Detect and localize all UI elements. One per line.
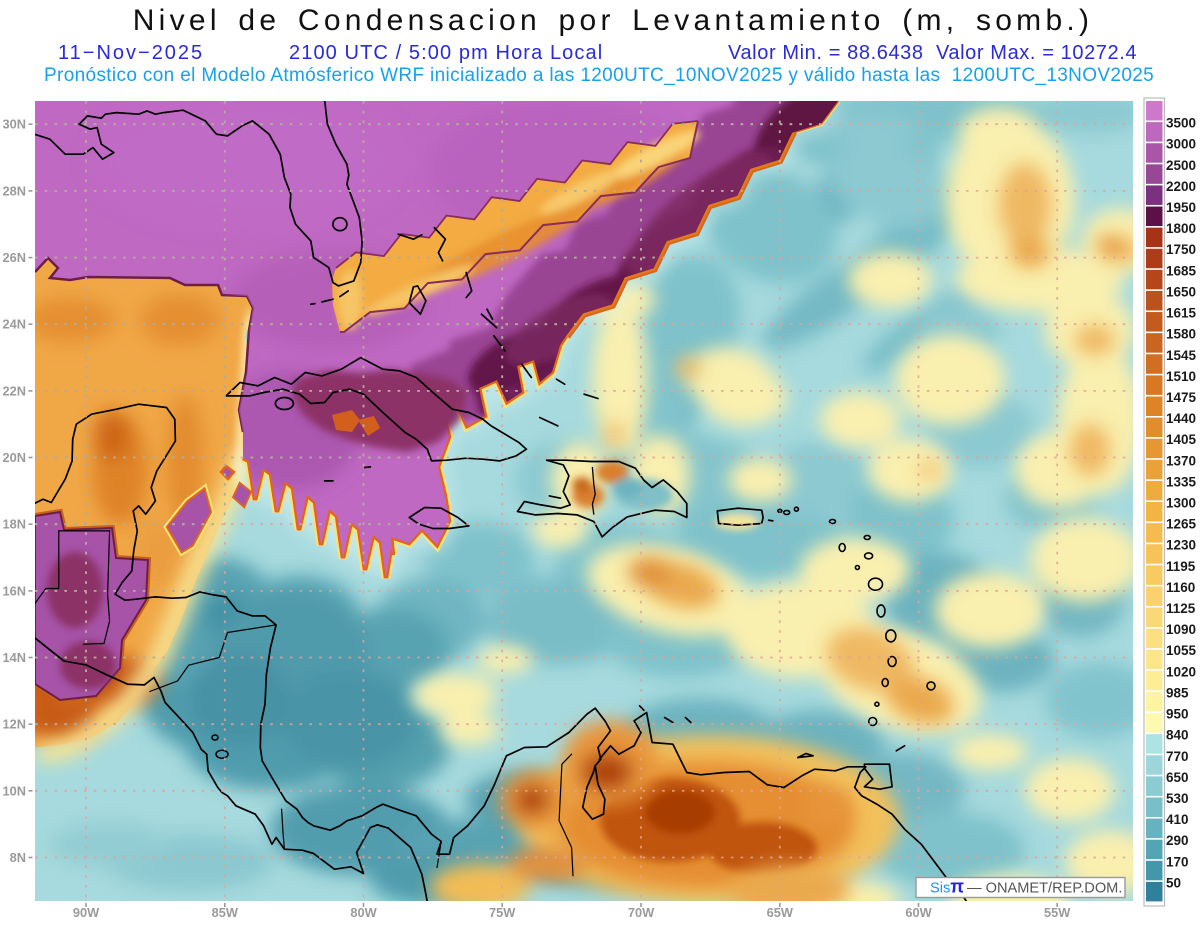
svg-text:90W: 90W: [73, 905, 100, 920]
svg-text:1265: 1265: [1166, 517, 1197, 532]
svg-text:290: 290: [1166, 833, 1189, 848]
svg-text:1545: 1545: [1166, 348, 1197, 363]
svg-text:530: 530: [1166, 791, 1189, 806]
svg-text:80W: 80W: [350, 905, 377, 920]
svg-text:985: 985: [1166, 685, 1189, 700]
svg-text:3000: 3000: [1166, 137, 1196, 152]
svg-text:55W: 55W: [1044, 905, 1071, 920]
svg-text:1125: 1125: [1166, 601, 1196, 616]
svg-text:1055: 1055: [1166, 643, 1197, 658]
svg-text:1160: 1160: [1166, 580, 1195, 595]
svg-text:28N: 28N: [3, 183, 26, 198]
svg-text:18N: 18N: [3, 517, 26, 532]
svg-text:10N: 10N: [3, 783, 26, 798]
svg-text:65W: 65W: [767, 905, 794, 920]
svg-text:8N: 8N: [10, 850, 26, 865]
svg-text:30N: 30N: [3, 117, 26, 132]
svg-text:1650: 1650: [1166, 284, 1196, 299]
svg-text:1615: 1615: [1166, 306, 1197, 321]
svg-text:1750: 1750: [1166, 242, 1196, 257]
svg-text:14N: 14N: [3, 650, 26, 665]
svg-text:1300: 1300: [1166, 496, 1196, 511]
svg-text:22N: 22N: [3, 383, 26, 398]
svg-text:1090: 1090: [1166, 622, 1196, 637]
svg-text:20N: 20N: [3, 450, 26, 465]
svg-text:770: 770: [1166, 749, 1189, 764]
svg-text:170: 170: [1166, 854, 1189, 869]
svg-text:1195: 1195: [1166, 559, 1196, 574]
svg-text:75W: 75W: [489, 905, 516, 920]
svg-text:1405: 1405: [1166, 432, 1197, 447]
svg-text:24N: 24N: [3, 317, 26, 332]
svg-text:1440: 1440: [1166, 411, 1196, 426]
svg-text:1685: 1685: [1166, 263, 1197, 278]
svg-text:1020: 1020: [1166, 664, 1196, 679]
svg-text:1475: 1475: [1166, 390, 1197, 405]
svg-text:1230: 1230: [1166, 538, 1196, 553]
svg-text:840: 840: [1166, 728, 1189, 743]
svg-text:70W: 70W: [628, 905, 655, 920]
svg-text:950: 950: [1166, 707, 1189, 722]
svg-text:1370: 1370: [1166, 453, 1196, 468]
svg-text:50: 50: [1166, 875, 1181, 890]
svg-text:2200: 2200: [1166, 179, 1196, 194]
svg-text:Sisπ — ONAMET/REP.DOM.: Sisπ — ONAMET/REP.DOM.: [930, 877, 1122, 897]
svg-text:16N: 16N: [3, 583, 26, 598]
svg-text:12N: 12N: [3, 717, 26, 732]
svg-text:26N: 26N: [3, 250, 26, 265]
svg-text:1510: 1510: [1166, 369, 1196, 384]
svg-text:1335: 1335: [1166, 474, 1197, 489]
svg-text:60W: 60W: [905, 905, 932, 920]
svg-text:410: 410: [1166, 812, 1189, 827]
svg-text:1800: 1800: [1166, 221, 1196, 236]
svg-text:1950: 1950: [1166, 200, 1196, 215]
svg-text:2500: 2500: [1166, 158, 1196, 173]
svg-text:85W: 85W: [212, 905, 239, 920]
svg-text:1580: 1580: [1166, 327, 1196, 342]
svg-text:650: 650: [1166, 770, 1189, 785]
svg-text:3500: 3500: [1166, 116, 1196, 131]
